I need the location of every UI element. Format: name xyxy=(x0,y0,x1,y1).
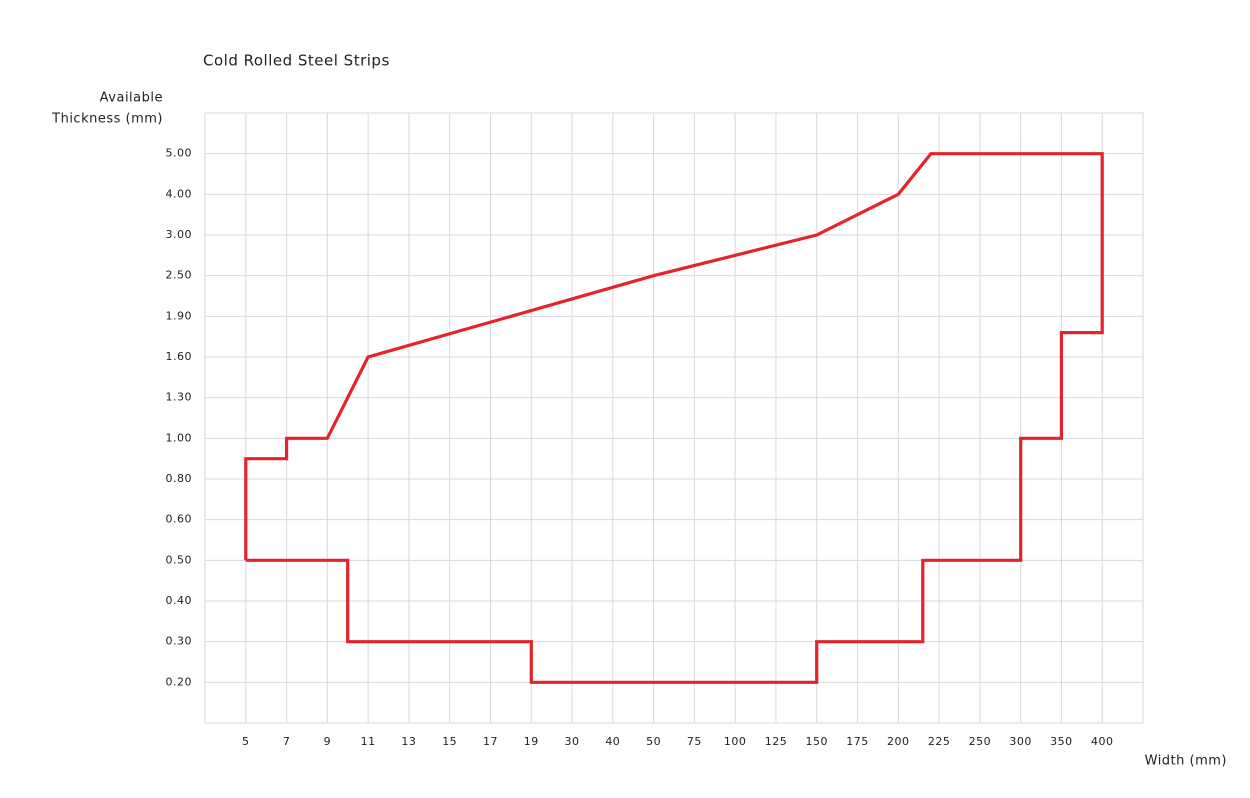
x-tick-label: 11 xyxy=(361,735,376,748)
y-tick-label: 2.50 xyxy=(166,269,193,282)
y-tick-label: 1.30 xyxy=(166,391,193,404)
x-tick-label: 15 xyxy=(442,735,457,748)
x-tick-label: 225 xyxy=(928,735,951,748)
plot-frame xyxy=(204,112,1144,724)
x-tick-label: 300 xyxy=(1009,735,1032,748)
x-tick-label: 30 xyxy=(565,735,580,748)
y-tick-label: 5.00 xyxy=(166,147,193,160)
x-tick-label: 19 xyxy=(524,735,539,748)
x-tick-label: 9 xyxy=(324,735,332,748)
chart-title: Cold Rolled Steel Strips xyxy=(203,52,390,70)
x-tick-label: 200 xyxy=(887,735,910,748)
x-axis-label: Width (mm) xyxy=(1145,754,1227,769)
x-tick-label: 50 xyxy=(646,735,661,748)
x-tick-label: 250 xyxy=(969,735,992,748)
x-tick-label: 150 xyxy=(805,735,828,748)
x-tick-label: 75 xyxy=(687,735,702,748)
y-axis-label: Available xyxy=(100,91,163,106)
y-tick-label: 4.00 xyxy=(166,187,193,200)
x-tick-label: 400 xyxy=(1091,735,1114,748)
x-tick-label: 7 xyxy=(283,735,291,748)
x-tick-label: 100 xyxy=(724,735,747,748)
x-tick-label: 350 xyxy=(1050,735,1073,748)
y-tick-label: 0.20 xyxy=(166,675,193,688)
x-tick-label: 125 xyxy=(765,735,788,748)
y-tick-label: 1.90 xyxy=(166,309,193,322)
y-tick-label: 1.00 xyxy=(166,431,193,444)
y-tick-label: 0.50 xyxy=(166,553,193,566)
y-tick-label: 0.40 xyxy=(166,594,193,607)
y-axis-label: Thickness (mm) xyxy=(51,112,163,127)
y-tick-label: 0.60 xyxy=(166,513,193,526)
y-tick-label: 0.30 xyxy=(166,635,193,648)
data-line xyxy=(244,152,1104,684)
x-tick-label: 175 xyxy=(846,735,869,748)
x-tick-label: 13 xyxy=(401,735,416,748)
y-tick-label: 0.80 xyxy=(166,472,193,485)
x-tick-label: 5 xyxy=(242,735,250,748)
x-tick-label: 40 xyxy=(605,735,620,748)
y-tick-label: 3.00 xyxy=(166,228,193,241)
x-tick-label: 17 xyxy=(483,735,498,748)
y-tick-label: 1.60 xyxy=(166,350,193,363)
